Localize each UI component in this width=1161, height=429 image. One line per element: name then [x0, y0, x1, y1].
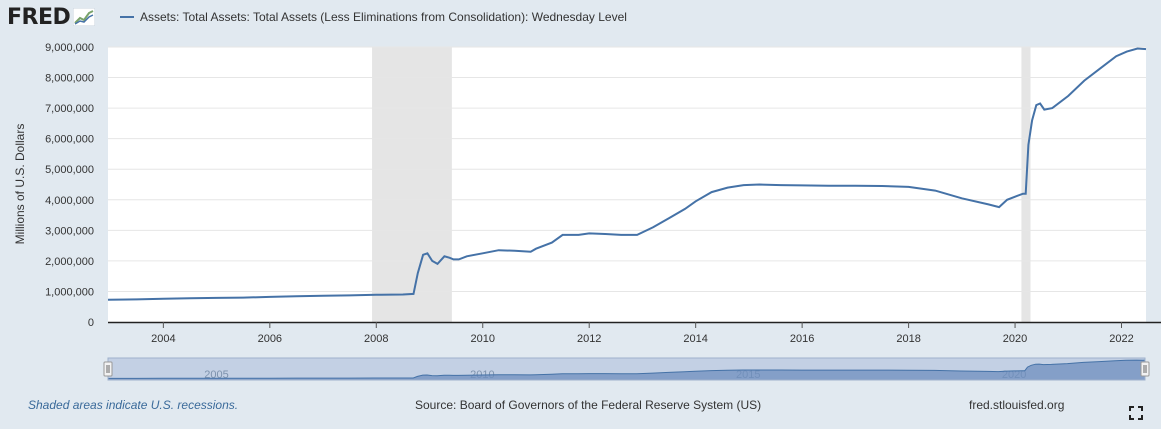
legend-label: Assets: Total Assets: Total Assets (Less… — [140, 10, 627, 24]
navigator-right-handle[interactable] — [1140, 361, 1150, 377]
navigator-left-handle[interactable] — [103, 361, 113, 377]
x-tick-label: 2004 — [151, 333, 175, 345]
logo-chart-icon — [73, 8, 96, 26]
y-tick-label: 1,000,000 — [45, 286, 94, 298]
recession-note: Shaded areas indicate U.S. recessions. — [28, 398, 239, 412]
y-tick-label: 8,000,000 — [45, 73, 94, 85]
navigator-series-area — [107, 359, 1146, 381]
expand-icon[interactable] — [1129, 406, 1143, 420]
recession-band-0 — [372, 47, 452, 322]
y-tick-label: 6,000,000 — [45, 134, 94, 146]
source-text: Source: Board of Governors of the Federa… — [415, 398, 762, 412]
x-tick-label: 2006 — [258, 333, 282, 345]
x-tick-label: 2014 — [683, 333, 707, 345]
fred-logo[interactable]: FRED — [7, 4, 96, 30]
x-tick-label: 2008 — [364, 333, 388, 345]
range-navigator[interactable]: 2005201020152020 — [103, 357, 1150, 381]
plot-area — [108, 47, 1146, 322]
y-axis-ticks: 0 1,000,000 2,000,000 3,000,000 4,000,000 5,0… — [45, 42, 94, 329]
x-axis-ticks: 2004 2006 2008 2010 2012 2014 2016 2018 2020 2022 — [151, 322, 1134, 345]
y-tick-label: 2,000,000 — [45, 256, 94, 268]
logo-text: FRED — [7, 4, 71, 30]
x-tick-label: 2016 — [790, 333, 814, 345]
x-tick-label: 2020 — [1003, 333, 1027, 345]
legend: Assets: Total Assets: Total Assets (Less… — [120, 10, 627, 24]
y-tick-label: 0 — [88, 317, 94, 329]
series-line-0 — [107, 47, 1147, 301]
x-tick-label: 2010 — [471, 333, 495, 345]
x-tick-label: 2022 — [1109, 333, 1133, 345]
y-tick-label: 5,000,000 — [45, 164, 94, 176]
handle-body — [1140, 361, 1150, 377]
x-tick-label: 2012 — [577, 333, 601, 345]
plot-background — [108, 47, 1146, 322]
legend-swatch — [120, 16, 134, 18]
gridlines — [108, 46, 1161, 324]
series-layer — [107, 47, 1147, 301]
x-tick-label: 2018 — [896, 333, 920, 345]
site-link[interactable]: fred.stlouisfed.org — [969, 398, 1065, 412]
y-tick-label: 3,000,000 — [45, 225, 94, 237]
y-tick-label: 7,000,000 — [45, 103, 94, 115]
handle-body — [103, 361, 113, 377]
y-axis-label: Millions of U.S. Dollars — [13, 124, 27, 245]
y-tick-label: 4,000,000 — [45, 195, 94, 207]
y-tick-label: 9,000,000 — [45, 42, 94, 54]
